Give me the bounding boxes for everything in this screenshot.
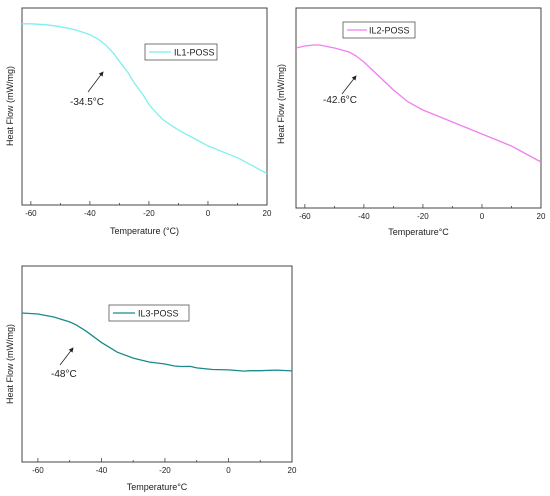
chart-panel-il3-poss: -60 -40 -20 0 20 IL3-POSS -48°C Temperature°… (5, 265, 297, 492)
x-tick-label: -40 (358, 212, 370, 221)
x-tick-label: -40 (96, 466, 108, 475)
annotation: -34.5°C (70, 71, 104, 108)
plot-frame (21, 7, 268, 206)
x-tick-label: 20 (537, 212, 546, 221)
annotation-label: -42.6°C (323, 95, 357, 106)
x-tick-label: -20 (159, 466, 171, 475)
x-axis-label: Temperature°C (127, 482, 188, 492)
x-tick-label: 0 (206, 209, 211, 218)
x-axis: -60 -40 -20 0 20 (25, 201, 272, 218)
x-tick-label: -20 (143, 209, 155, 218)
x-tick-label: -20 (417, 212, 429, 221)
legend-label: IL2-POSS (369, 26, 410, 36)
chart-panel-il2-poss: -60 -40 -20 0 20 IL2-POSS -42.6°C Temperatur… (276, 7, 546, 237)
x-tick-label: 20 (288, 466, 297, 475)
legend: IL1-POSS (144, 43, 218, 61)
plot-frame (21, 265, 293, 463)
chart-panel-il1-poss: -60 -40 -20 0 20 IL1-POSS -34.5°C Temperatur… (5, 7, 272, 236)
legend-box (144, 43, 218, 61)
x-axis: -60 -40 -20 0 20 (299, 204, 546, 221)
legend-box (108, 304, 190, 322)
x-tick-label: -60 (299, 212, 311, 221)
y-axis-label: Heat Flow (mW/mg) (5, 324, 15, 404)
legend-box (342, 21, 416, 39)
x-axis-label: Temperature°C (388, 227, 449, 237)
series-line-il1-poss (22, 23, 268, 175)
series-line-il2-poss (295, 44, 542, 163)
plot-frame (295, 7, 542, 209)
x-tick-label: 0 (480, 212, 485, 221)
legend: IL3-POSS (108, 304, 190, 322)
annotation: -42.6°C (323, 75, 357, 106)
x-axis-label: Temperature (°C) (110, 226, 179, 236)
legend: IL2-POSS (342, 21, 416, 39)
legend-label: IL1-POSS (174, 48, 215, 58)
y-axis-label: Heat Flow (mW/mg) (5, 66, 15, 146)
y-axis-label: Heat Flow (mW/mg) (276, 64, 286, 144)
annotation-arrow (87, 71, 104, 93)
x-tick-label: 20 (263, 209, 272, 218)
x-tick-label: -40 (84, 209, 96, 218)
annotation-label: -34.5°C (70, 97, 104, 108)
annotation-arrow (341, 75, 357, 95)
x-axis: -60 -40 -20 0 20 (32, 458, 297, 475)
annotation-label: -48°C (51, 369, 77, 380)
series-line-il3-poss (21, 312, 293, 372)
x-tick-label: -60 (32, 466, 44, 475)
legend-label: IL3-POSS (138, 309, 179, 319)
annotation-arrow (59, 347, 74, 366)
x-tick-label: 0 (226, 466, 231, 475)
annotation: -48°C (51, 347, 77, 380)
x-tick-label: -60 (25, 209, 37, 218)
